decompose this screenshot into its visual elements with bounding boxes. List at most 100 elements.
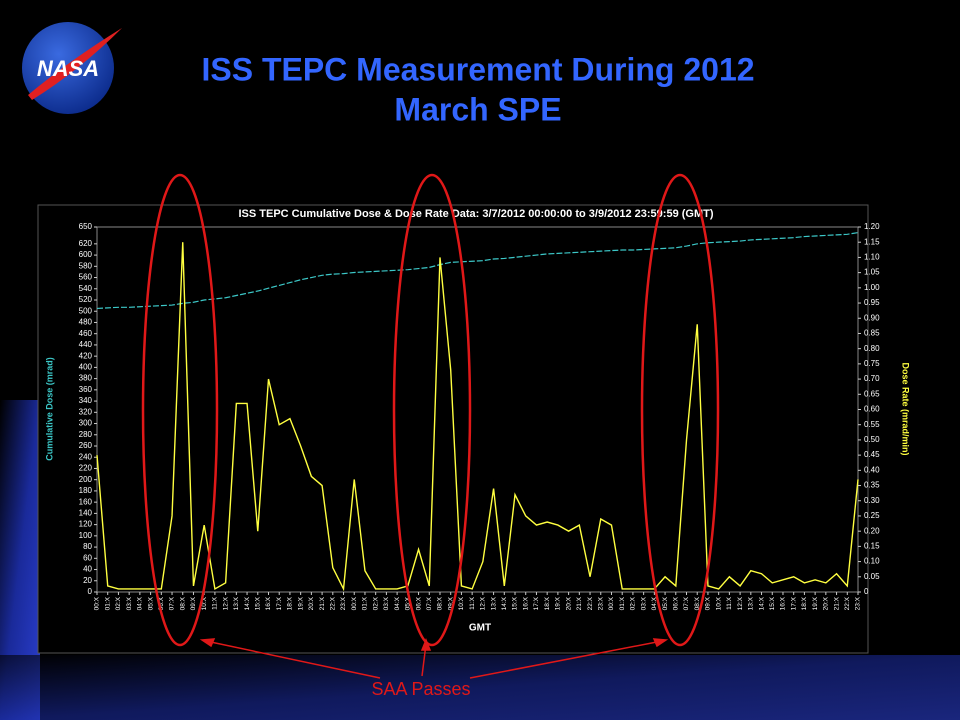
x-tick-label: 08:X	[694, 596, 701, 610]
arrow-head	[652, 638, 669, 648]
x-tick-label: 12:X	[222, 596, 229, 610]
y-tick-label: 460	[79, 329, 93, 338]
x-tick-label: 15:X	[769, 596, 776, 610]
x-tick-label: 19:X	[555, 596, 562, 610]
x-tick-label: 07:X	[426, 596, 433, 610]
x-tick-label: 20:X	[308, 596, 315, 610]
y-tick-label: 300	[79, 419, 93, 428]
y2-tick-label: 1.05	[864, 268, 880, 277]
y-tick-label: 620	[79, 239, 93, 248]
y-tick-label: 600	[79, 250, 93, 259]
y2-tick-label: 0	[864, 587, 869, 596]
logo-text: NASA	[37, 56, 99, 81]
y-axis-title: Cumulative Dose (mrad)	[44, 357, 54, 461]
x-tick-label: 11:X	[469, 596, 476, 610]
y-tick-label: 650	[79, 222, 93, 231]
annotation: SAA Passes	[371, 679, 470, 699]
x-tick-label: 17:X	[276, 596, 283, 610]
y-tick-label: 340	[79, 396, 93, 405]
x-tick-label: 17:X	[790, 596, 797, 610]
series-line	[96, 242, 859, 592]
x-tick-label: 08:X	[179, 596, 186, 610]
y-tick-label: 500	[79, 306, 93, 315]
x-tick-label: 18:X	[544, 596, 551, 610]
arrow	[469, 640, 663, 679]
y-tick-label: 240	[79, 452, 93, 461]
y-tick-label: 220	[79, 464, 93, 473]
x-tick-label: 06:X	[158, 596, 165, 610]
x-tick-label: 06:X	[673, 596, 680, 610]
highlight-ellipse	[392, 173, 472, 647]
x-tick-label: 23:X	[340, 596, 347, 610]
title-shadow: March SPE	[397, 94, 564, 130]
x-tick-label: 02:X	[630, 596, 637, 610]
x-tick-label: 05:X	[662, 596, 669, 610]
y-tick-label: 60	[83, 553, 92, 562]
y2-tick-label: 0.70	[864, 374, 880, 383]
x-tick-label: 18:X	[801, 596, 808, 610]
plot-area	[96, 226, 859, 593]
x-tick-label: 04:X	[651, 596, 658, 610]
x-tick-label: 11:X	[726, 596, 733, 610]
y-tick-label: 420	[79, 351, 93, 360]
y2-tick-label: 1.15	[864, 237, 880, 246]
x-tick-label: 19:X	[812, 596, 819, 610]
x-tick-label: 22:X	[844, 596, 851, 610]
x-tick-label: 03:X	[126, 596, 133, 610]
x-tick-label: 23:X	[597, 596, 604, 610]
y2-tick-label: 0.95	[864, 298, 880, 307]
x-tick-label: 00:X	[351, 596, 358, 610]
x-tick-label: 07:X	[683, 596, 690, 610]
y2-tick-label: 0.50	[864, 435, 880, 444]
arrow	[205, 640, 381, 679]
title-line: ISS TEPC Measurement During 2012	[201, 51, 754, 87]
y2-tick-label: 0.20	[864, 526, 880, 535]
x-tick-label: 01:X	[362, 596, 369, 610]
x-tick-label: 18:X	[287, 596, 294, 610]
x-tick-label: 02:X	[115, 596, 122, 610]
x-tick-label: 03:X	[383, 596, 390, 610]
y2-tick-label: 0.30	[864, 496, 880, 505]
y-tick-label: 120	[79, 520, 93, 529]
x-tick-label: 23:X	[855, 596, 862, 610]
y2-tick-label: 1.10	[864, 253, 880, 262]
y2-axis-title: Dose Rate (mrad/min)	[901, 362, 911, 455]
x-tick-label: 21:X	[576, 596, 583, 610]
x-tick-label: 03:X	[640, 596, 647, 610]
x-tick-label: 14:X	[244, 596, 251, 610]
y2-tick-label: 0.65	[864, 389, 880, 398]
y-tick-label: 160	[79, 497, 93, 506]
y-tick-label: 40	[83, 565, 92, 574]
highlight-ellipse	[640, 173, 720, 647]
x-tick-label: 16:X	[780, 596, 787, 610]
x-tick-label: 22:X	[587, 596, 594, 610]
x-tick-label: 15:X	[254, 596, 261, 610]
y-tick-label: 580	[79, 261, 93, 270]
x-tick-label: 12:X	[737, 596, 744, 610]
x-tick-label: 22:X	[330, 596, 337, 610]
arrow-head	[420, 637, 432, 651]
x-tick-label: 00:X	[608, 596, 615, 610]
x-tick-label: 09:X	[190, 596, 197, 610]
x-tick-label: 09:X	[705, 596, 712, 610]
x-tick-label: 20:X	[823, 596, 830, 610]
y-tick-label: 360	[79, 385, 93, 394]
x-tick-label: 01:X	[104, 596, 111, 610]
y-tick-label: 80	[83, 542, 92, 551]
y-tick-label: 180	[79, 486, 93, 495]
y-tick-label: 140	[79, 508, 93, 517]
x-tick-label: 02:X	[372, 596, 379, 610]
y2-tick-label: 0.55	[864, 420, 880, 429]
x-tick-label: 14:X	[758, 596, 765, 610]
y2-tick-label: 0.60	[864, 405, 880, 414]
x-tick-label: 01:X	[619, 596, 626, 610]
chart-title: ISS TEPC Cumulative Dose & Dose Rate Dat…	[238, 208, 713, 220]
x-tick-label: 10:X	[201, 596, 208, 610]
arrow-head	[199, 638, 216, 648]
x-tick-label: 10:X	[458, 596, 465, 610]
slide-title: ISS TEPC Measurement During 2012 ISS TEP…	[201, 51, 759, 132]
x-tick-label: 21:X	[319, 596, 326, 610]
x-tick-label: 16:X	[265, 596, 272, 610]
x-axis-title: GMT	[469, 623, 491, 634]
